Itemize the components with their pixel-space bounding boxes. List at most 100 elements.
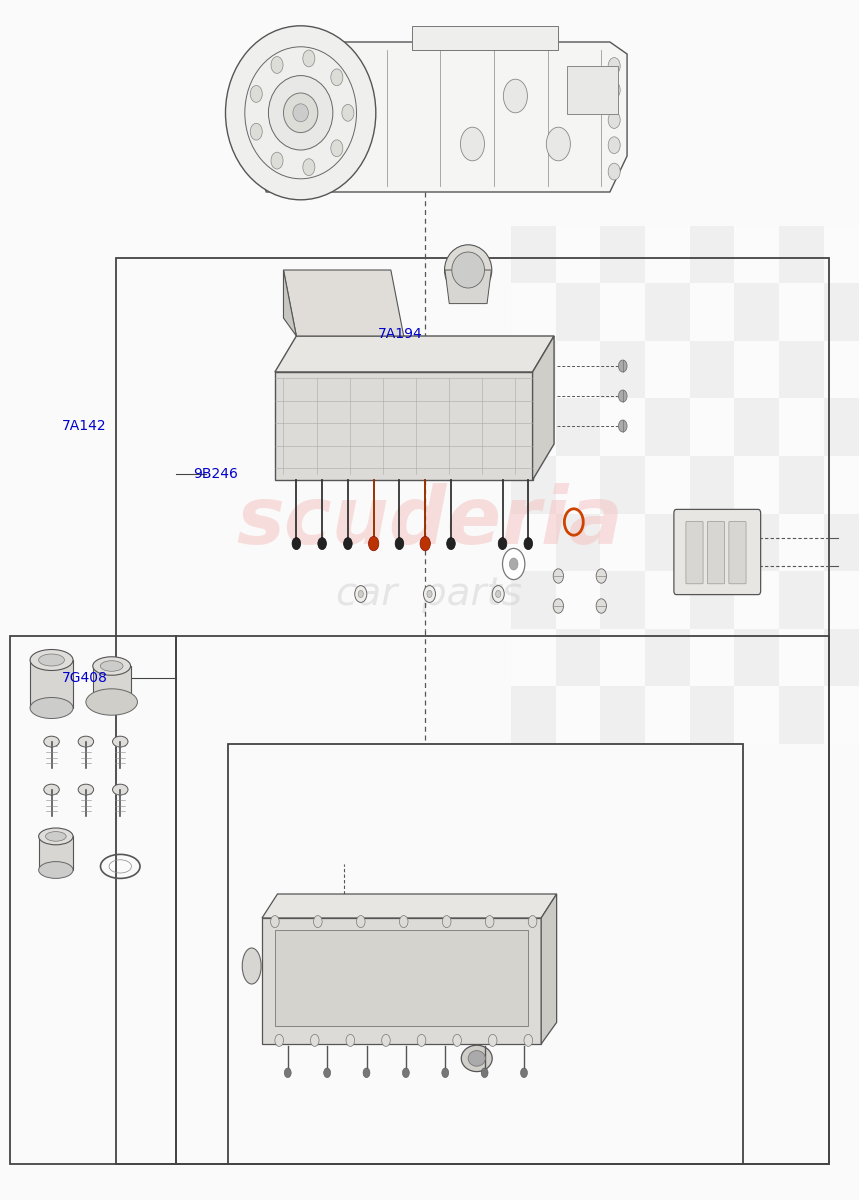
Polygon shape bbox=[734, 456, 779, 514]
Polygon shape bbox=[511, 456, 556, 514]
Ellipse shape bbox=[93, 692, 131, 712]
Ellipse shape bbox=[113, 736, 128, 746]
Circle shape bbox=[342, 104, 354, 121]
Circle shape bbox=[346, 1034, 355, 1046]
Ellipse shape bbox=[30, 649, 73, 671]
Circle shape bbox=[369, 536, 379, 551]
Circle shape bbox=[381, 1034, 390, 1046]
Circle shape bbox=[596, 599, 606, 613]
Ellipse shape bbox=[86, 689, 137, 715]
Polygon shape bbox=[734, 283, 779, 341]
Ellipse shape bbox=[293, 103, 308, 122]
Polygon shape bbox=[262, 894, 557, 918]
Circle shape bbox=[608, 163, 620, 180]
Polygon shape bbox=[734, 629, 779, 686]
Circle shape bbox=[427, 590, 432, 598]
Circle shape bbox=[324, 1068, 331, 1078]
Circle shape bbox=[460, 127, 484, 161]
Polygon shape bbox=[511, 629, 556, 686]
Polygon shape bbox=[556, 341, 600, 398]
Polygon shape bbox=[556, 686, 600, 744]
Polygon shape bbox=[690, 456, 734, 514]
Circle shape bbox=[492, 586, 504, 602]
Circle shape bbox=[355, 586, 367, 602]
Circle shape bbox=[524, 538, 533, 550]
Polygon shape bbox=[779, 283, 824, 341]
Circle shape bbox=[356, 916, 365, 928]
Circle shape bbox=[485, 916, 494, 928]
Polygon shape bbox=[275, 930, 528, 1026]
Polygon shape bbox=[645, 341, 690, 398]
Circle shape bbox=[503, 548, 525, 580]
Circle shape bbox=[521, 1068, 527, 1078]
Polygon shape bbox=[824, 226, 859, 283]
Polygon shape bbox=[283, 270, 404, 336]
Circle shape bbox=[303, 50, 315, 67]
Polygon shape bbox=[283, 270, 296, 336]
Circle shape bbox=[250, 124, 262, 140]
Polygon shape bbox=[556, 514, 600, 571]
Circle shape bbox=[310, 1034, 319, 1046]
Ellipse shape bbox=[225, 25, 376, 199]
Circle shape bbox=[314, 916, 322, 928]
Polygon shape bbox=[511, 226, 556, 283]
Ellipse shape bbox=[39, 828, 73, 845]
Circle shape bbox=[481, 1068, 488, 1078]
Circle shape bbox=[250, 85, 262, 102]
Circle shape bbox=[271, 916, 279, 928]
Circle shape bbox=[442, 916, 451, 928]
Ellipse shape bbox=[445, 245, 491, 295]
Circle shape bbox=[618, 420, 627, 432]
Circle shape bbox=[420, 536, 430, 551]
Circle shape bbox=[498, 538, 507, 550]
Polygon shape bbox=[779, 686, 824, 744]
Polygon shape bbox=[779, 226, 824, 283]
Circle shape bbox=[553, 599, 564, 613]
Circle shape bbox=[303, 158, 315, 175]
Polygon shape bbox=[645, 629, 690, 686]
Ellipse shape bbox=[452, 252, 484, 288]
Ellipse shape bbox=[44, 785, 59, 794]
Polygon shape bbox=[275, 336, 554, 372]
Ellipse shape bbox=[30, 697, 73, 719]
Polygon shape bbox=[645, 283, 690, 341]
Circle shape bbox=[363, 1068, 370, 1078]
Ellipse shape bbox=[78, 736, 94, 746]
Polygon shape bbox=[690, 629, 734, 686]
Polygon shape bbox=[824, 571, 859, 629]
Circle shape bbox=[608, 137, 620, 154]
Polygon shape bbox=[511, 398, 556, 456]
Polygon shape bbox=[690, 341, 734, 398]
Circle shape bbox=[496, 590, 501, 598]
Polygon shape bbox=[511, 283, 556, 341]
Circle shape bbox=[453, 1034, 461, 1046]
Circle shape bbox=[358, 590, 363, 598]
Polygon shape bbox=[645, 398, 690, 456]
Ellipse shape bbox=[101, 661, 123, 671]
Polygon shape bbox=[645, 686, 690, 744]
Circle shape bbox=[618, 360, 627, 372]
Polygon shape bbox=[511, 341, 556, 398]
Circle shape bbox=[489, 1034, 497, 1046]
Polygon shape bbox=[556, 571, 600, 629]
FancyBboxPatch shape bbox=[707, 521, 725, 583]
Polygon shape bbox=[690, 226, 734, 283]
Circle shape bbox=[403, 1068, 410, 1078]
Circle shape bbox=[331, 68, 343, 85]
Ellipse shape bbox=[468, 1051, 485, 1067]
Polygon shape bbox=[779, 398, 824, 456]
Ellipse shape bbox=[46, 832, 66, 841]
Polygon shape bbox=[600, 571, 645, 629]
Circle shape bbox=[331, 140, 343, 157]
Polygon shape bbox=[824, 629, 859, 686]
Circle shape bbox=[553, 569, 564, 583]
Ellipse shape bbox=[242, 948, 261, 984]
Polygon shape bbox=[600, 398, 645, 456]
Ellipse shape bbox=[93, 656, 131, 676]
Polygon shape bbox=[541, 894, 557, 1044]
Circle shape bbox=[618, 390, 627, 402]
Polygon shape bbox=[734, 341, 779, 398]
Ellipse shape bbox=[268, 76, 332, 150]
Polygon shape bbox=[262, 918, 541, 1044]
Polygon shape bbox=[412, 26, 558, 50]
